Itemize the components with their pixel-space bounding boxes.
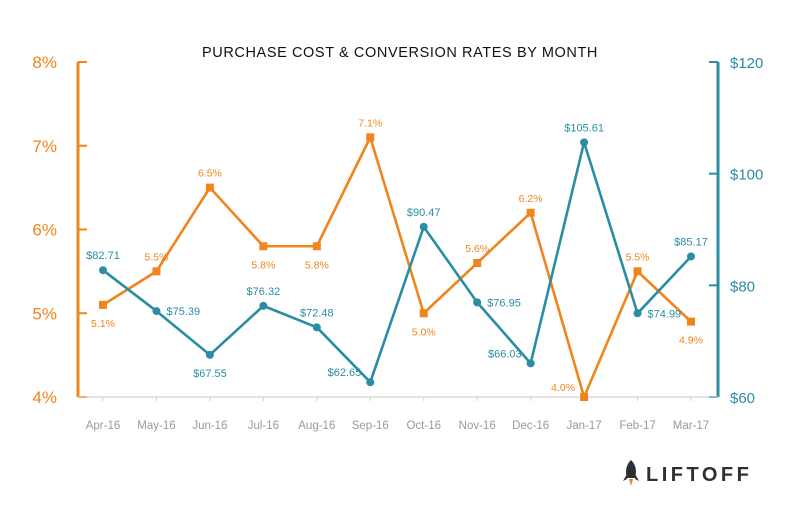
left-tick-label: 8% <box>32 53 57 72</box>
data-label: 7.1% <box>358 117 382 129</box>
x-tick-label: Feb-17 <box>619 420 655 432</box>
conversion-rate-point <box>205 183 214 192</box>
conversion-rate-point <box>687 317 695 326</box>
x-tick-label: May-16 <box>137 420 175 432</box>
conversion-rate-point <box>526 208 535 217</box>
right-tick-label: $120 <box>730 55 763 72</box>
purchase-cost-point <box>687 252 695 261</box>
data-label: 5.0% <box>412 326 436 338</box>
data-label: $67.55 <box>193 368 227 380</box>
rocket-icon <box>623 460 639 486</box>
data-label: 5.1% <box>91 318 115 330</box>
data-label: $90.47 <box>407 207 441 219</box>
data-label: 5.5% <box>144 251 168 263</box>
conversion-rate-point <box>99 300 107 309</box>
logo-text: LIFTOFF <box>646 464 752 486</box>
data-label: $76.32 <box>247 286 281 298</box>
data-label: 4.0% <box>551 382 575 394</box>
data-labels: 5.1% 5.5% 6.5% 5.8% 5.8% 7.1% 5.0% 5.6% 6.2% 4.0%… <box>86 117 708 394</box>
purchase-cost-point <box>526 359 535 368</box>
data-label: $74.99 <box>648 308 682 320</box>
left-tick-label: 7% <box>32 137 57 156</box>
right-tick-label: $100 <box>730 167 763 184</box>
axes: 4% 5% 6% 7% 8% $60 $80 $100 $120 Apr-16 May-16 Jun-… <box>32 53 763 432</box>
conversion-rate-point <box>259 242 268 251</box>
data-label: $62.65 <box>328 367 362 379</box>
data-label: 6.2% <box>519 193 543 205</box>
purchase-cost-line <box>102 141 692 384</box>
data-label: 5.6% <box>465 243 489 255</box>
data-label: $76.95 <box>487 297 521 309</box>
right-tick-label: $60 <box>730 390 755 407</box>
left-tick-label: 4% <box>32 388 57 407</box>
data-label: $85.17 <box>674 236 708 248</box>
x-tick-label: Oct-16 <box>406 420 441 432</box>
conversion-rate-point <box>473 259 482 267</box>
x-tick-label: Apr-16 <box>86 420 121 432</box>
purchase-cost-point <box>99 266 107 275</box>
data-label: $82.71 <box>86 250 120 262</box>
conversion-rate-point <box>312 242 321 251</box>
series-lines <box>102 136 692 399</box>
left-tick-label: 6% <box>32 221 57 240</box>
x-tick-label: Aug-16 <box>298 420 335 432</box>
left-tick-label: 5% <box>32 304 57 323</box>
conversion-rate-point <box>366 133 375 142</box>
conversion-rate-point <box>152 267 161 276</box>
data-label: 6.5% <box>198 168 222 180</box>
purchase-cost-point <box>312 323 321 332</box>
purchase-cost-point <box>205 350 214 359</box>
purchase-cost-point <box>633 309 642 318</box>
data-label: 5.8% <box>251 259 275 271</box>
data-label: 5.8% <box>305 259 329 271</box>
series-markers <box>99 133 695 401</box>
conversion-rate-point <box>633 267 642 276</box>
x-tick-label: Dec-16 <box>512 420 549 432</box>
conversion-rate-point <box>580 393 589 401</box>
purchase-cost-point <box>152 307 161 316</box>
x-tick-label: Jan-17 <box>567 420 602 432</box>
x-tick-label: Jul-16 <box>248 420 279 432</box>
liftoff-logo: LIFTOFF <box>623 460 752 486</box>
right-tick-label: $80 <box>730 278 755 295</box>
purchase-cost-point <box>259 301 268 310</box>
purchase-cost-point <box>580 138 589 147</box>
x-tick-label: Nov-16 <box>459 420 496 432</box>
x-tick-label: Mar-17 <box>673 420 709 432</box>
purchase-cost-point <box>473 298 482 307</box>
chart-title: PURCHASE COST & CONVERSION RATES BY MONT… <box>202 45 598 61</box>
conversion-rate-line <box>102 136 692 399</box>
data-label: $105.61 <box>564 122 604 134</box>
data-label: $72.48 <box>300 307 334 319</box>
data-label: $75.39 <box>166 306 200 318</box>
x-tick-label: Jun-16 <box>192 420 227 432</box>
data-label: 5.5% <box>626 251 650 263</box>
data-label: $66.03 <box>488 348 522 360</box>
purchase-cost-point <box>366 378 375 387</box>
data-label: 4.9% <box>679 335 703 347</box>
x-tick-label: Sep-16 <box>352 420 389 432</box>
purchase-cost-point <box>419 222 428 231</box>
conversion-rate-point <box>419 309 428 318</box>
